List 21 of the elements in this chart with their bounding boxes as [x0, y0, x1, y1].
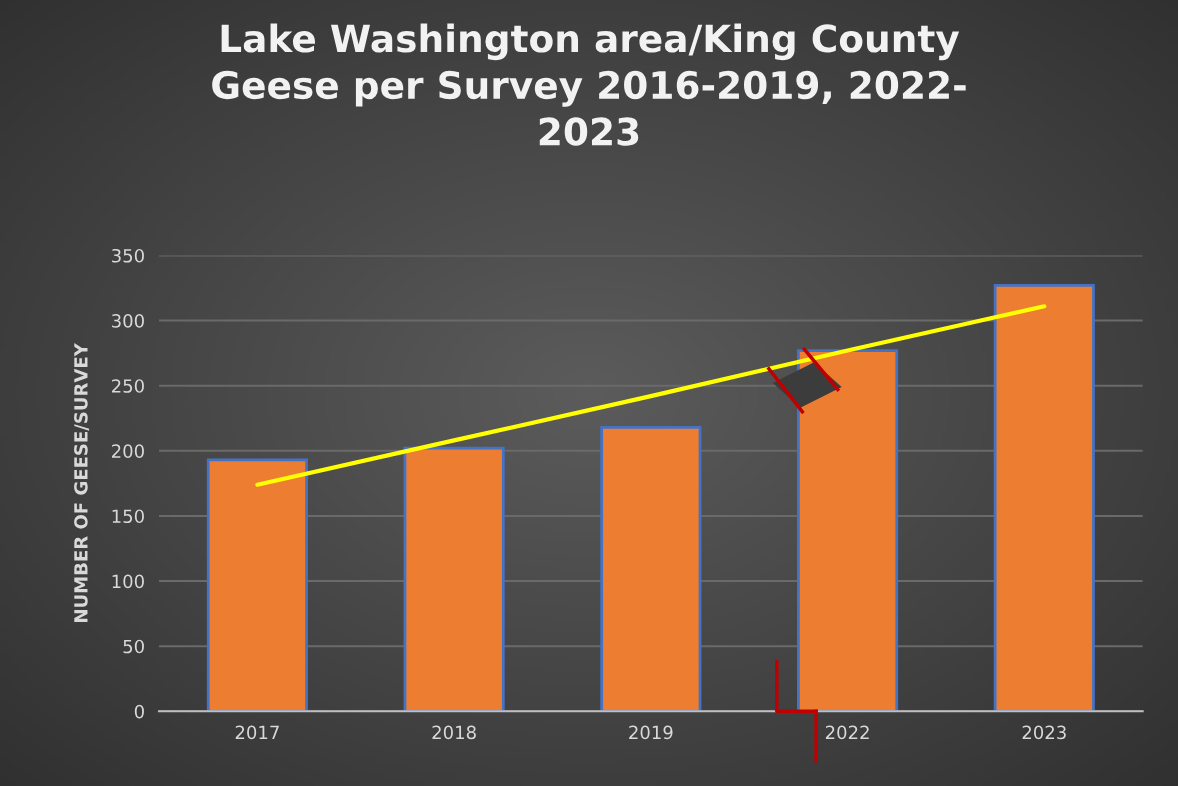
y-axis-title: NUMBER OF GEESE/SURVEY — [74, 343, 90, 622]
x-tick-label: 2019 — [629, 725, 673, 740]
y-tick-label: 200 — [112, 444, 144, 458]
bar — [797, 349, 899, 712]
x-tick-label: 2018 — [432, 725, 476, 740]
x-tick-label: 2023 — [1022, 725, 1066, 740]
bar — [403, 446, 505, 712]
bar — [993, 284, 1095, 712]
y-tick-label: 50 — [123, 639, 144, 654]
line-series — [255, 304, 1047, 487]
y-tick-label: 250 — [112, 379, 144, 393]
y-tick-label: 100 — [112, 574, 144, 589]
y-tick-label: 0 — [134, 704, 144, 719]
x-tick-label: 2022 — [825, 725, 869, 740]
y-tick-label: 300 — [112, 314, 144, 328]
bar — [600, 425, 702, 712]
x-tick-label: 2017 — [235, 725, 279, 740]
y-tick-label: 150 — [112, 509, 144, 524]
bar — [206, 458, 308, 712]
chart-title: Lake Washington area/King County Geese per Survey 2016-2019, 2022- 2023 — [212, 23, 966, 146]
y-tick-label: 350 — [112, 248, 144, 263]
